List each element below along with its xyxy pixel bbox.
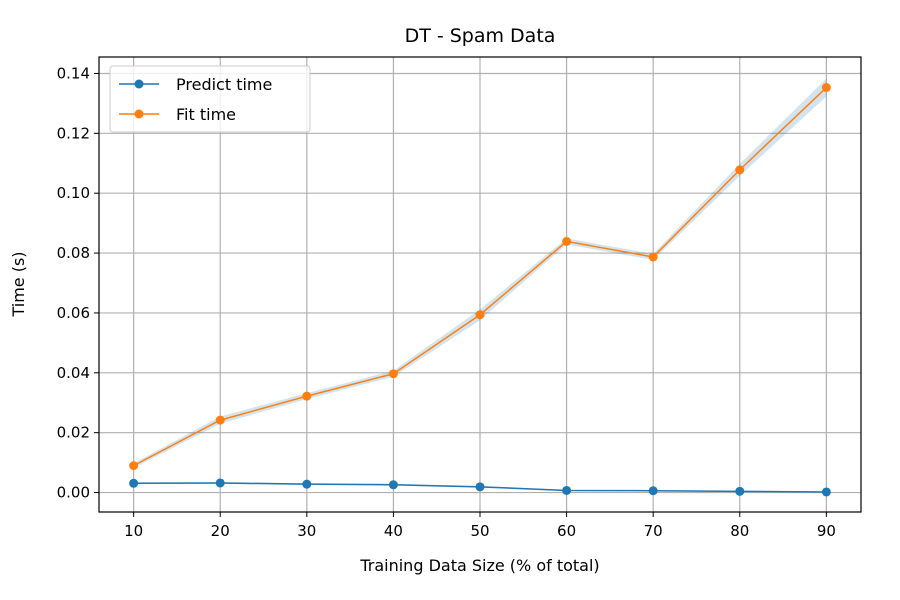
legend-label-fit-time: Fit time xyxy=(176,105,236,124)
x-tick-label: 80 xyxy=(730,522,749,540)
x-tick-label: 60 xyxy=(557,522,576,540)
predict-time-point xyxy=(302,479,312,489)
y-tick-label: 0.04 xyxy=(57,364,90,382)
fit-time-point xyxy=(388,369,398,379)
x-tick-label: 50 xyxy=(470,522,489,540)
x-tick-label: 90 xyxy=(817,522,836,540)
predict-time-point xyxy=(821,487,831,497)
predict-time-point xyxy=(475,482,485,492)
y-tick-label: 0.10 xyxy=(57,184,90,202)
x-axis-ticks: 10 20 30 40 50 60 70 80 90 xyxy=(124,512,836,540)
x-axis-label: Training Data Size (% of total) xyxy=(359,556,599,575)
x-tick-label: 70 xyxy=(644,522,663,540)
fit-time-point xyxy=(215,415,225,425)
series-points xyxy=(129,83,831,497)
fit-time-point xyxy=(821,83,831,93)
y-tick-label: 0.00 xyxy=(57,484,90,502)
legend-marker-fit-time xyxy=(134,109,144,119)
legend-box xyxy=(109,65,311,133)
predict-time-point xyxy=(388,480,398,490)
y-tick-label: 0.08 xyxy=(57,244,90,262)
predict-time-point xyxy=(129,478,139,488)
fit-time-point xyxy=(735,165,745,175)
fit-time-point xyxy=(475,310,485,320)
fit-time-point xyxy=(129,461,139,471)
x-tick-label: 40 xyxy=(384,522,403,540)
predict-time-point xyxy=(215,478,225,488)
y-tick-label: 0.06 xyxy=(57,304,90,322)
y-tick-label: 0.02 xyxy=(57,424,90,442)
fit-time-point xyxy=(562,236,572,246)
y-tick-label: 0.14 xyxy=(57,64,90,82)
gridlines xyxy=(99,57,861,512)
fit-time-point xyxy=(648,252,658,262)
legend-label-predict-time: Predict time xyxy=(176,75,272,94)
x-tick-label: 20 xyxy=(211,522,230,540)
x-tick-label: 30 xyxy=(297,522,316,540)
y-axis-label: Time (s) xyxy=(9,251,28,317)
fit-time-point xyxy=(302,391,312,401)
predict-time-point xyxy=(735,486,745,496)
legend: Predict time Fit time xyxy=(109,65,311,133)
predict-time-point xyxy=(648,486,658,496)
y-axis-ticks: 0.00 0.02 0.04 0.06 0.08 0.10 0.12 0.14 xyxy=(57,64,99,502)
predict-time-point xyxy=(562,485,572,495)
chart-title: DT - Spam Data xyxy=(405,25,556,47)
y-tick-label: 0.12 xyxy=(57,124,90,142)
x-tick-label: 10 xyxy=(124,522,143,540)
legend-marker-predict-time xyxy=(134,79,144,89)
